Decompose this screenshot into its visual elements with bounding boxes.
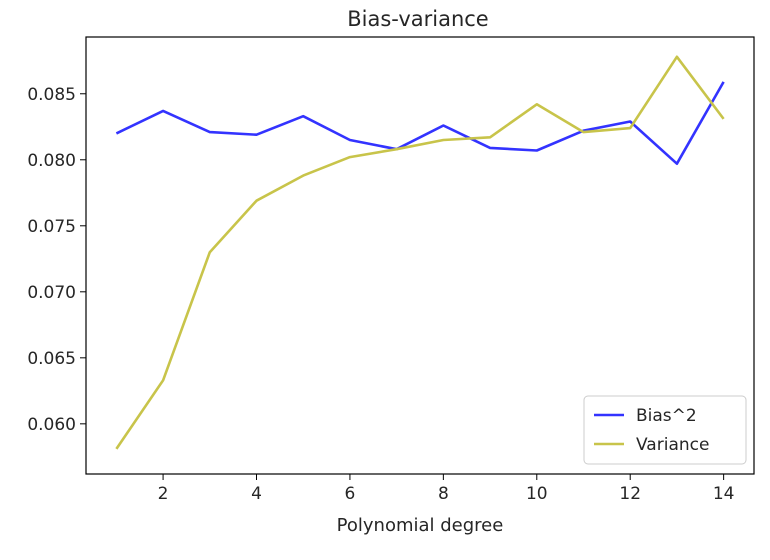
legend-box bbox=[583, 395, 747, 465]
y-tick-label: 0.065 bbox=[27, 349, 76, 369]
x-tick-label: 8 bbox=[438, 484, 449, 504]
y-tick-label: 0.080 bbox=[27, 151, 76, 171]
x-tick-label: 4 bbox=[251, 484, 262, 504]
y-tick-label: 0.085 bbox=[27, 85, 76, 105]
legend-label: Variance bbox=[636, 435, 709, 455]
legend: Bias^2 Variance bbox=[583, 395, 747, 465]
chart-title: Bias-variance bbox=[347, 7, 488, 31]
plot-area bbox=[115, 55, 725, 450]
series-line-bias-2 bbox=[115, 81, 725, 165]
y-tick-label: 0.075 bbox=[27, 217, 76, 237]
x-axis-label: Polynomial degree bbox=[337, 515, 504, 536]
series-line-variance bbox=[115, 55, 725, 450]
x-tick-label: 6 bbox=[345, 484, 356, 504]
x-tick-label: 2 bbox=[158, 484, 169, 504]
y-axis: 0.060 0.065 0.070 0.075 0.080 0.085 bbox=[27, 85, 86, 435]
x-tick-label: 10 bbox=[526, 484, 548, 504]
y-tick-label: 0.060 bbox=[27, 415, 76, 435]
x-axis: 2 4 6 8 10 12 14 bbox=[158, 474, 735, 504]
y-tick-label: 0.070 bbox=[27, 283, 76, 303]
x-tick-label: 14 bbox=[713, 484, 735, 504]
legend-label: Bias^2 bbox=[636, 406, 697, 426]
x-tick-label: 12 bbox=[619, 484, 641, 504]
axes-frame bbox=[85, 36, 755, 475]
